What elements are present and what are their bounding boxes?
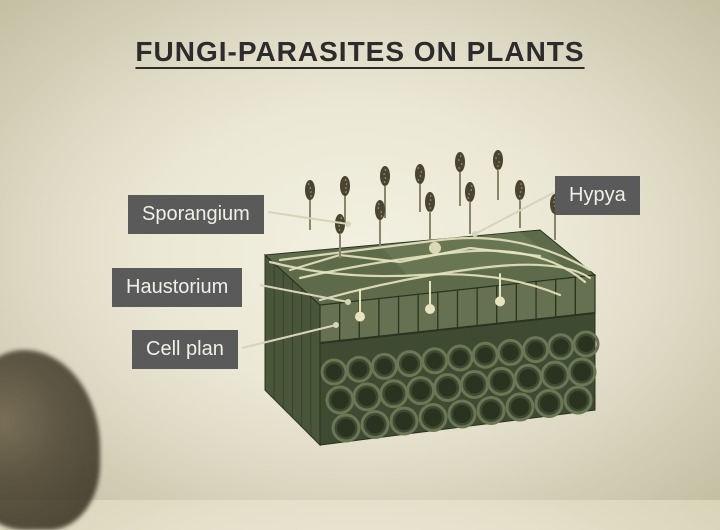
label-haustorium: Haustorium bbox=[112, 268, 242, 307]
label-sporangium: Sporangium bbox=[128, 195, 264, 234]
label-hypya: Hypya bbox=[555, 176, 640, 215]
diagram-svg bbox=[0, 0, 720, 500]
label-cell-plan: Cell plan bbox=[132, 330, 238, 369]
